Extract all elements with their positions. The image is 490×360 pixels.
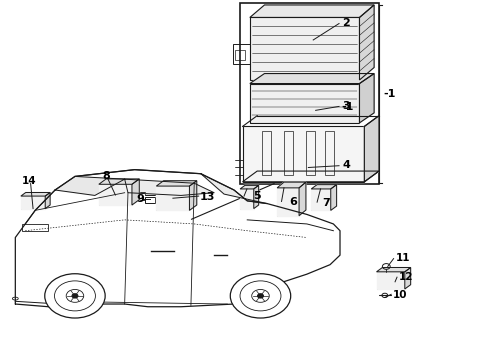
Polygon shape [156, 186, 190, 210]
Polygon shape [132, 179, 139, 205]
Circle shape [230, 274, 291, 318]
Circle shape [72, 294, 78, 298]
Polygon shape [124, 179, 214, 195]
Polygon shape [21, 196, 45, 208]
Polygon shape [360, 5, 374, 80]
Polygon shape [376, 272, 405, 289]
Text: 6: 6 [289, 197, 297, 207]
Polygon shape [190, 181, 197, 210]
Polygon shape [311, 185, 337, 189]
Circle shape [45, 274, 105, 318]
Text: 13: 13 [200, 192, 216, 202]
Polygon shape [240, 185, 259, 189]
Polygon shape [277, 182, 306, 188]
Bar [284, 131, 293, 175]
Bar [156, 186, 190, 210]
Bar [277, 188, 299, 216]
Polygon shape [331, 185, 337, 210]
Bar [242, 198, 252, 207]
Text: 5: 5 [253, 191, 261, 201]
Bar [306, 131, 315, 175]
Polygon shape [21, 193, 50, 196]
Polygon shape [250, 18, 360, 80]
Polygon shape [99, 184, 132, 205]
Text: 11: 11 [396, 253, 411, 263]
Text: 9: 9 [137, 194, 145, 203]
Bar [145, 189, 155, 195]
Bar [240, 189, 254, 208]
Bar [311, 189, 331, 210]
Bar [250, 84, 360, 123]
Bar [22, 224, 49, 231]
Polygon shape [243, 126, 365, 182]
Bar [243, 126, 365, 182]
Polygon shape [243, 171, 379, 182]
Polygon shape [254, 185, 259, 208]
Polygon shape [299, 182, 306, 216]
Polygon shape [376, 267, 411, 272]
Bar [235, 50, 245, 60]
Bar [99, 184, 132, 205]
Polygon shape [240, 189, 254, 208]
Bar [325, 131, 334, 175]
Text: 7: 7 [322, 198, 330, 208]
Bar [233, 44, 250, 64]
Polygon shape [99, 179, 139, 184]
Polygon shape [250, 5, 374, 18]
Bar [376, 272, 405, 289]
Circle shape [258, 294, 264, 298]
Polygon shape [55, 176, 124, 195]
Bar [145, 197, 155, 203]
Text: 14: 14 [22, 176, 36, 186]
Text: 2: 2 [343, 18, 350, 28]
Polygon shape [365, 116, 379, 182]
Text: 12: 12 [398, 272, 413, 282]
Polygon shape [277, 188, 299, 216]
Polygon shape [311, 189, 331, 210]
Bar [21, 196, 45, 208]
Text: -1: -1 [341, 102, 353, 112]
Text: 3: 3 [343, 101, 350, 111]
Bar [262, 131, 271, 175]
Polygon shape [45, 193, 50, 208]
Text: -1: -1 [383, 89, 396, 99]
Polygon shape [156, 181, 197, 186]
Text: 4: 4 [343, 160, 350, 170]
Polygon shape [360, 73, 374, 123]
Bar [250, 18, 360, 80]
Polygon shape [405, 267, 411, 289]
Polygon shape [250, 84, 360, 123]
Bar [240, 3, 379, 184]
Text: 10: 10 [392, 290, 407, 300]
Polygon shape [250, 73, 374, 84]
Polygon shape [201, 174, 267, 203]
Text: 8: 8 [102, 171, 110, 181]
